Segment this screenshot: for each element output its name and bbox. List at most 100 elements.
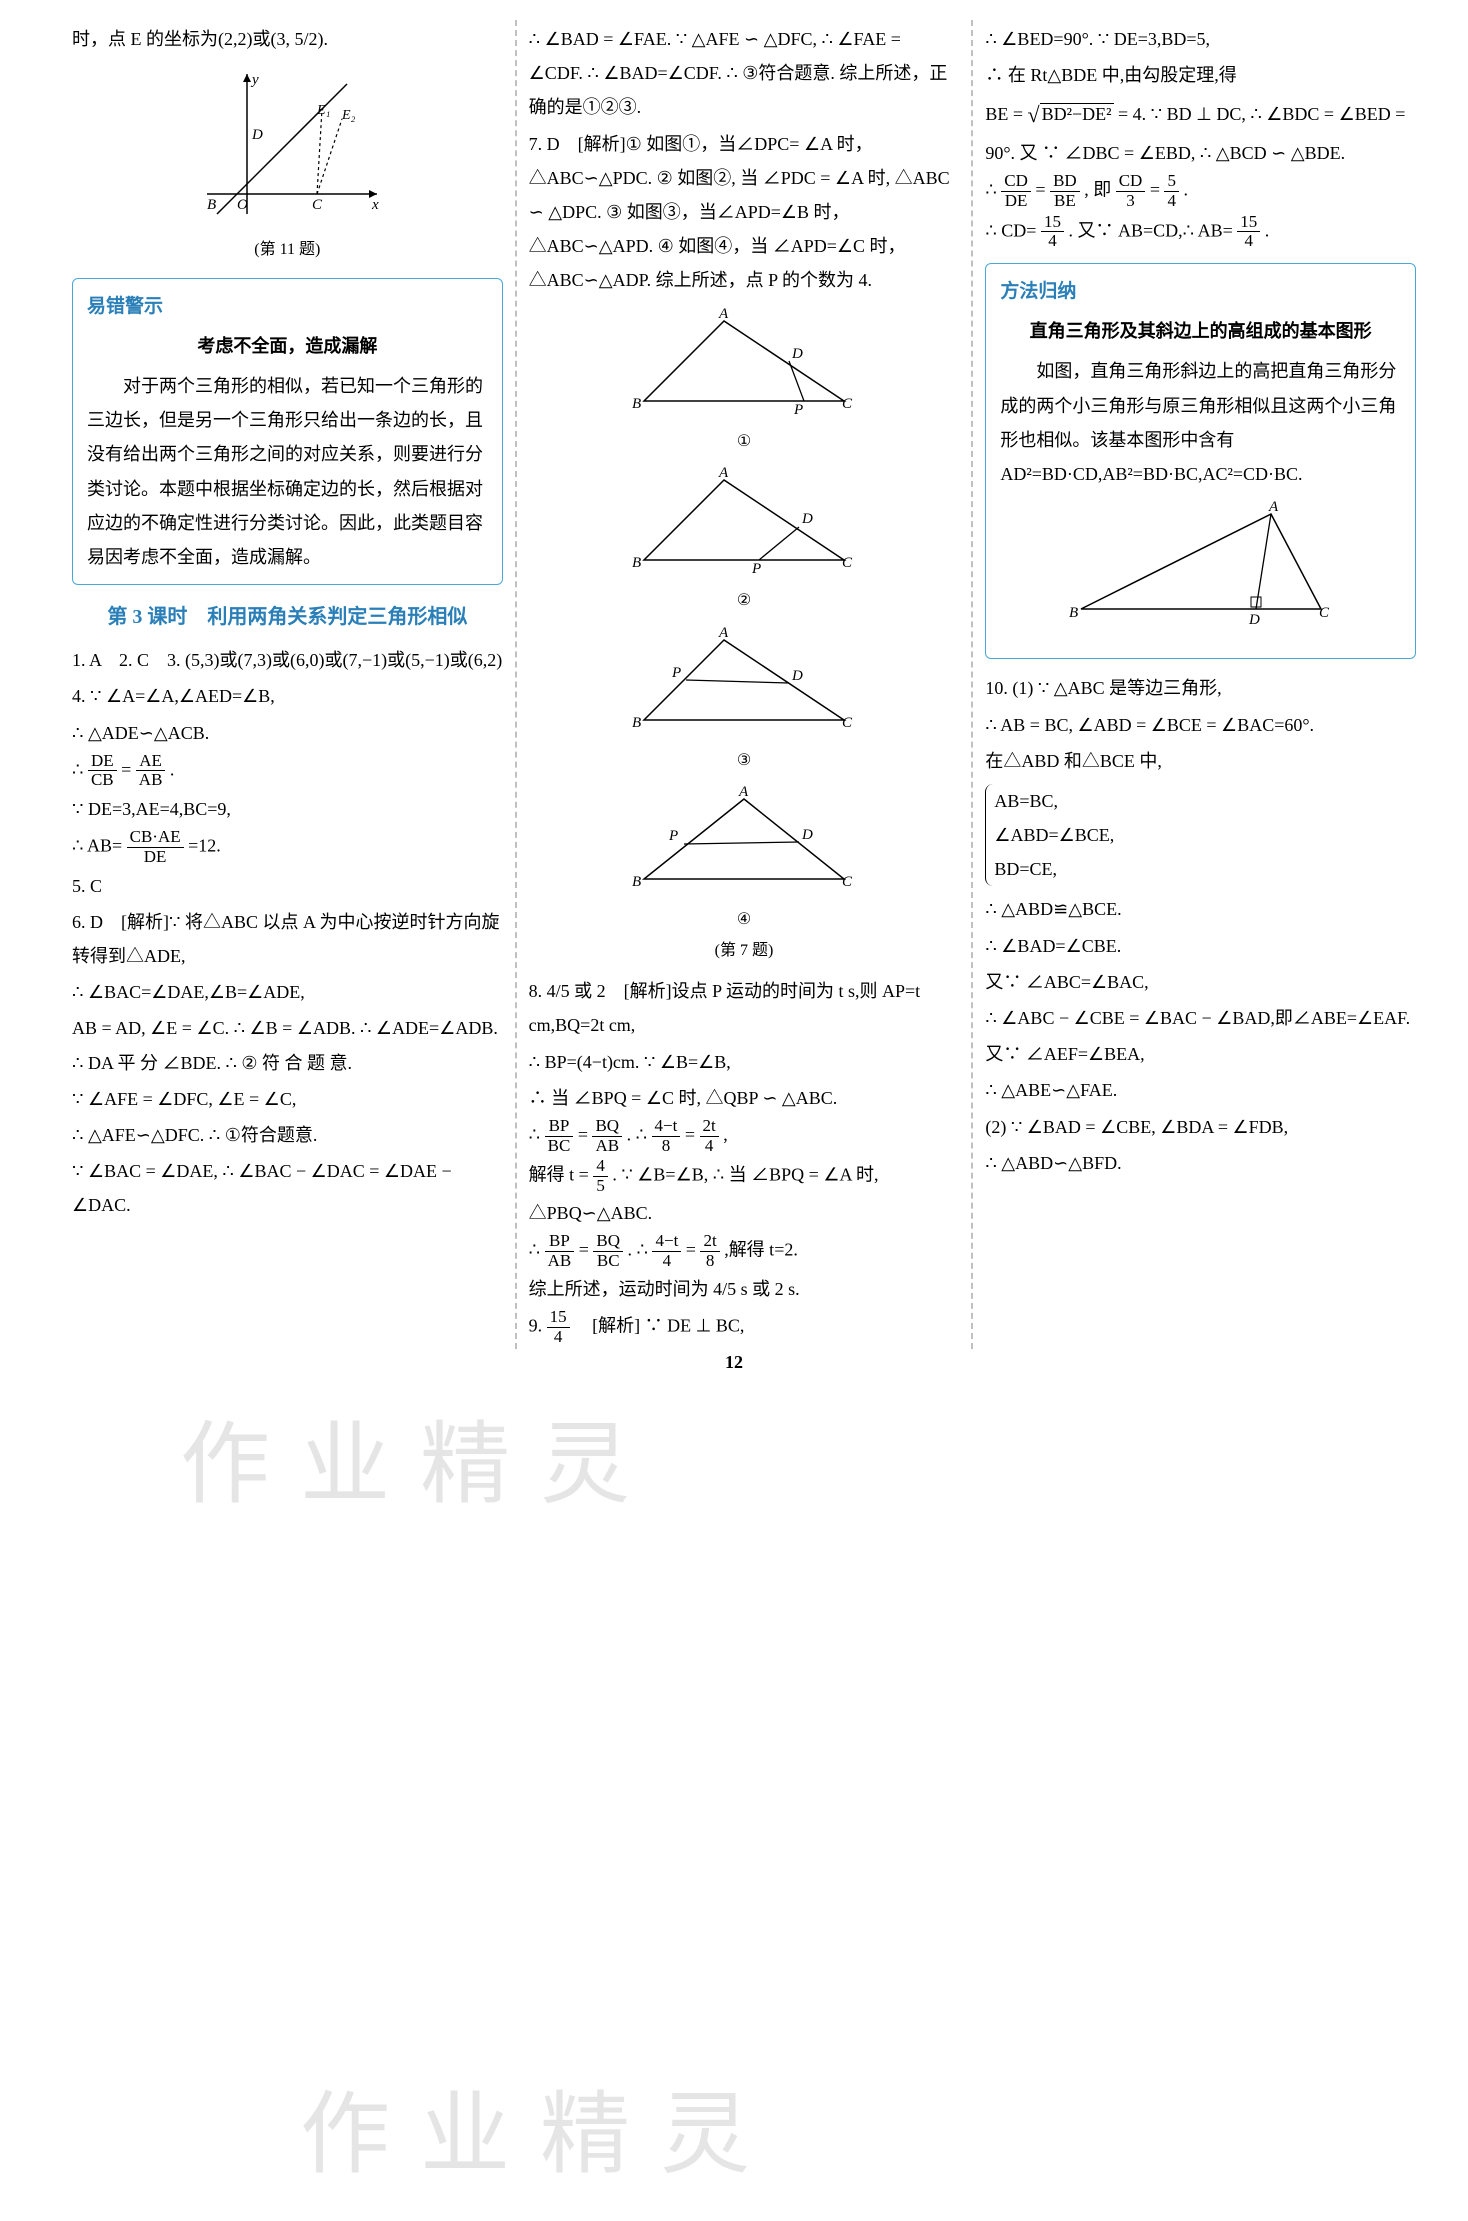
warn-sub: 考虑不全面，造成漏解 (87, 329, 488, 363)
q10-l1: 10. (1) ∵ △ABC 是等边三角形, (985, 671, 1416, 705)
watermark-2: 作业精灵 (300, 2050, 780, 2221)
q6-l1: 6. D [解析]∵ 将△ABC 以点 A 为中心按逆时针方向旋转得到△ADE, (72, 905, 503, 973)
svg-text:O: O (237, 197, 248, 213)
svg-text:C: C (842, 555, 853, 571)
page-number: 12 (715, 1343, 753, 1381)
q8-l4: ∴ BPBC = BQAB . ∴ 4−t8 = 2t4 , (529, 1117, 960, 1155)
svg-text:B: B (632, 555, 641, 571)
circled-4: ④ (529, 905, 960, 935)
q9-l1: 9. 154 [解析] ∵ DE ⊥ BC, (529, 1308, 960, 1346)
q4-l2: ∴ △ADE∽△ACB. (72, 716, 503, 750)
c3-p1: ∴ ∠BED=90°. ∵ DE=3,BD=5, (985, 22, 1416, 56)
q8-l1: 8. 4/5 或 2 [解析]设点 P 运动的时间为 t s,则 AP=t cm… (529, 974, 960, 1042)
warn-box: 易错警示 考虑不全面，造成漏解 对于两个三角形的相似，若已知一个三角形的三边长，… (72, 278, 503, 585)
brace-line3: BD=CE, (994, 852, 1114, 886)
figure-11: y x B O D C E₁ E₂ (第 11 题) (72, 64, 503, 266)
text: 时，点 E 的坐标为(2,2)或(3, 5/2). (72, 22, 503, 56)
svg-text:B: B (1069, 605, 1078, 621)
circled-1: ① (529, 427, 960, 457)
svg-text:D: D (801, 511, 813, 527)
figure-7-1: A B P C D ① (529, 306, 960, 458)
q4-l1: 4. ∵ ∠A=∠A,∠AED=∠B, (72, 679, 503, 713)
q10-l3: 在△ABD 和△BCE 中, (985, 744, 1416, 778)
watermark-1: 作业精灵 (180, 1380, 660, 1551)
q10-l8: 又∵ ∠AEF=∠BEA, (985, 1037, 1416, 1071)
svg-text:C: C (312, 197, 323, 213)
q8-l3: ∴ 当 ∠BPQ = ∠C 时, △QBP ∽ △ABC. (529, 1081, 960, 1115)
method-title: 方法归纳 (1000, 274, 1401, 310)
q5: 5. C (72, 869, 503, 903)
q8-l7: 综上所述，运动时间为 4/5 s 或 2 s. (529, 1272, 960, 1306)
svg-text:D: D (791, 668, 803, 684)
q6-l5: ∴ △AFE∽△DFC. ∴ ①符合题意. (72, 1118, 503, 1152)
answers-1-3: 1. A 2. C 3. (5,3)或(7,3)或(6,0)或(7,−1)或(5… (72, 643, 503, 677)
c3-p4: ∴ CDDE = BDBE , 即 CD3 = 54 . (985, 172, 1416, 210)
svg-text:C: C (842, 874, 853, 890)
fig7-caption: (第 7 题) (529, 936, 960, 966)
section-title: 第 3 课时 利用两角关系判定三角形相似 (72, 601, 503, 633)
method-body: 如图，直角三角形斜边上的高把直角三角形分成的两个小三角形与原三角形相似且这两个小… (1000, 354, 1401, 491)
warn-body: 对于两个三角形的相似，若已知一个三角形的三边长，但是另一个三角形只给出一条边的长… (87, 369, 488, 574)
q6-l3: AB = AD, ∠E = ∠C. ∴ ∠B = ∠ADB. ∴ ∠ADE=∠A… (72, 1011, 503, 1079)
q10-l10: (2) ∵ ∠BAD = ∠CBE, ∠BDA = ∠FDB, (985, 1110, 1416, 1144)
q10-l6: 又∵ ∠ABC=∠BAC, (985, 965, 1416, 999)
q8-l6: ∴ BPAB = BQBC . ∴ 4−t4 = 2t8 ,解得 t=2. (529, 1232, 960, 1270)
svg-text:B: B (632, 874, 641, 890)
q4-l5: ∴ AB= CB·AEDE =12. (72, 828, 503, 866)
q8-l2: ∴ BP=(4−t)cm. ∵ ∠B=∠B, (529, 1045, 960, 1079)
svg-text:x: x (371, 197, 379, 213)
svg-text:A: A (718, 306, 729, 322)
q10-l5: ∴ ∠BAD=∠CBE. (985, 929, 1416, 963)
brace-group: AB=BC, ∠ABD=∠BCE, BD=CE, (985, 784, 1114, 887)
fig11-caption: (第 11 题) (72, 235, 503, 265)
svg-text:B: B (632, 396, 641, 412)
figure-method: A B D C (1000, 499, 1401, 640)
svg-text:y: y (250, 72, 259, 88)
svg-text:D: D (801, 827, 813, 843)
svg-text:C: C (1319, 605, 1330, 621)
figure-7-3: A B P C D ③ (529, 625, 960, 777)
q4-l4: ∵ DE=3,AE=4,BC=9, (72, 792, 503, 826)
svg-text:C: C (842, 396, 853, 412)
q6-l2: ∴ ∠BAC=∠DAE,∠B=∠ADE, (72, 975, 503, 1009)
svg-text:B: B (632, 715, 641, 731)
svg-text:P: P (751, 561, 761, 575)
q7-l1: 7. D [解析]① 如图①，当∠DPC= ∠A 时，△ABC∽△PDC. ② … (529, 127, 960, 298)
c3-p3: BE = √BD²−DE² = 4. ∵ BD ⊥ DC, ∴ ∠BDC = ∠… (985, 94, 1416, 170)
svg-text:A: A (718, 465, 729, 481)
svg-text:P: P (793, 402, 803, 416)
q10-l7: ∴ ∠ABC − ∠CBE = ∠BAC − ∠BAD,即∠ABE=∠EAF. (985, 1001, 1416, 1035)
figure-7-4: A B P C D ④ (第 7 题) (529, 784, 960, 966)
svg-text:E₁: E₁ (316, 103, 330, 118)
circled-3: ③ (529, 746, 960, 776)
q10-l2: ∴ AB = BC, ∠ABD = ∠BCE = ∠BAC=60°. (985, 708, 1416, 742)
q6-l4: ∵ ∠AFE = ∠DFC, ∠E = ∠C, (72, 1082, 503, 1116)
method-sub: 直角三角形及其斜边上的高组成的基本图形 (1000, 314, 1401, 348)
svg-text:B: B (207, 197, 216, 213)
svg-text:D: D (1248, 612, 1260, 628)
brace-line2: ∠ABD=∠BCE, (994, 818, 1114, 852)
c2-p1: ∴ ∠BAD = ∠FAE. ∵ △AFE ∽ △DFC, ∴ ∠FAE = ∠… (529, 22, 960, 125)
q4-l3: ∴ DECB = AEAB . (72, 752, 503, 790)
q8-l5: 解得 t = 45 . ∵ ∠B=∠B, ∴ 当 ∠BPQ = ∠A 时, △P… (529, 1157, 960, 1230)
c3-p5: ∴ CD= 154 . 又∵ AB=CD,∴ AB= 154 . (985, 213, 1416, 251)
svg-text:A: A (718, 625, 729, 641)
q6-l6: ∵ ∠BAC = ∠DAE, ∴ ∠BAC − ∠DAC = ∠DAE − ∠D… (72, 1154, 503, 1222)
svg-text:E₂: E₂ (341, 108, 356, 123)
svg-text:A: A (738, 784, 749, 800)
method-box: 方法归纳 直角三角形及其斜边上的高组成的基本图形 如图，直角三角形斜边上的高把直… (985, 263, 1416, 659)
svg-text:D: D (251, 127, 263, 143)
figure-7-2: A B P C D ② (529, 465, 960, 617)
svg-text:A: A (1268, 499, 1279, 515)
svg-text:C: C (842, 715, 853, 731)
svg-text:P: P (668, 828, 678, 844)
svg-text:P: P (671, 665, 681, 681)
q10-l9: ∴ △ABE∽△FAE. (985, 1073, 1416, 1107)
q10-l11: ∴ △ABD∽△BFD. (985, 1146, 1416, 1180)
brace-line1: AB=BC, (994, 784, 1114, 818)
warn-title: 易错警示 (87, 289, 488, 325)
q10-l4: ∴ △ABD≌△BCE. (985, 892, 1416, 926)
c3-p2: ∴ 在 Rt△BDE 中,由勾股定理,得 (985, 58, 1416, 92)
svg-text:D: D (791, 346, 803, 362)
circled-2: ② (529, 586, 960, 616)
